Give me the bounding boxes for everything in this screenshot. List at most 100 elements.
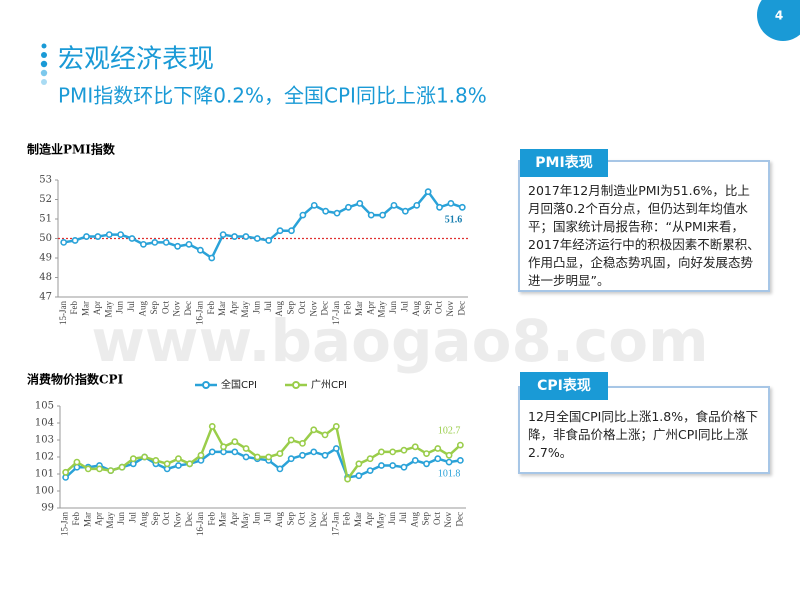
- x-tick-label: 15-Jan: [58, 301, 68, 325]
- x-tick-label: May: [375, 512, 385, 529]
- data-point: [456, 456, 464, 464]
- data-point: [356, 199, 364, 207]
- data-point: [117, 231, 125, 238]
- data-point: [186, 460, 194, 468]
- data-point: [105, 231, 113, 238]
- x-tick-label: May: [240, 301, 250, 318]
- data-point: [141, 453, 148, 461]
- data-point: [197, 451, 205, 459]
- x-tick-label: Sep: [149, 301, 159, 315]
- x-tick-label: Oct: [161, 512, 171, 525]
- data-point: [287, 436, 295, 444]
- x-tick-label: Mar: [82, 512, 92, 527]
- data-point: [400, 446, 408, 454]
- x-tick-label: Nov: [308, 512, 318, 528]
- data-point: [140, 240, 147, 248]
- x-tick-label: Apr: [92, 301, 102, 315]
- x-tick-label: Jun: [115, 301, 125, 314]
- data-point: [299, 451, 306, 459]
- x-tick-label: Oct: [297, 301, 307, 314]
- x-tick-label: Mar: [81, 301, 91, 316]
- x-tick-label: Oct: [160, 301, 170, 314]
- data-point: [253, 235, 261, 242]
- title-decoration: [40, 43, 48, 85]
- x-tick-label: Nov: [445, 301, 455, 317]
- data-point: [299, 439, 306, 447]
- data-point: [96, 465, 103, 473]
- data-label: 51.6: [445, 215, 463, 226]
- x-tick-label: Feb: [206, 301, 216, 315]
- data-point: [175, 462, 182, 469]
- data-point: [366, 455, 374, 463]
- x-tick-label: Sep: [421, 512, 431, 526]
- data-point: [411, 443, 419, 451]
- data-point: [344, 475, 351, 483]
- x-tick-label: Jul: [399, 301, 409, 312]
- box-title: PMI表现: [520, 149, 608, 177]
- data-point: [423, 450, 430, 457]
- data-point: [231, 448, 239, 456]
- data-label: 102.7: [438, 425, 461, 436]
- x-tick-label: Mar: [353, 512, 363, 527]
- data-point: [129, 455, 137, 463]
- y-tick-label: 52: [39, 194, 52, 205]
- x-tick-label: Oct: [297, 512, 307, 525]
- data-point: [424, 188, 432, 196]
- data-point: [276, 450, 284, 457]
- x-tick-label: 16-Jan: [195, 512, 205, 536]
- x-tick-label: Jul: [127, 512, 137, 523]
- data-point: [242, 233, 250, 240]
- x-tick-label: Aug: [137, 301, 147, 317]
- chart-title: 制造业PMI指数: [27, 142, 116, 157]
- box-title: CPI表现: [520, 372, 608, 400]
- x-tick-label: Mar: [354, 301, 364, 316]
- data-point: [434, 455, 442, 463]
- data-point: [411, 456, 419, 464]
- x-tick-label: Nov: [443, 512, 453, 528]
- x-tick-label: 16-Jan: [194, 301, 204, 325]
- chart-title: 消费物价指数CPI: [27, 372, 124, 387]
- x-tick-label: Apr: [229, 301, 239, 315]
- data-point: [367, 211, 375, 219]
- data-point: [445, 458, 453, 466]
- y-tick-label: 102: [35, 452, 54, 463]
- x-tick-label: Jul: [263, 301, 273, 312]
- data-point: [265, 237, 273, 244]
- slide-title: 宏观经济表现: [58, 45, 214, 75]
- x-tick-label: Feb: [342, 512, 352, 526]
- x-tick-label: Jun: [387, 512, 397, 525]
- x-tick-label: Feb: [342, 301, 352, 315]
- x-tick-label: Mar: [217, 301, 227, 316]
- legend-label: 广州CPI: [311, 379, 347, 391]
- x-tick-label: Dec: [454, 512, 464, 527]
- data-point: [423, 460, 430, 468]
- x-tick-label: Sep: [150, 512, 160, 526]
- x-tick-label: Sep: [286, 301, 296, 315]
- box-text: 2017年12月制造业PMI为51.6%，比上月回落0.2个百分点，但仍达到年均…: [518, 160, 770, 292]
- data-point: [242, 453, 250, 461]
- y-tick-label: 101: [35, 469, 54, 480]
- data-point: [310, 426, 318, 434]
- data-point: [345, 203, 352, 211]
- data-point: [242, 445, 250, 452]
- x-tick-label: Jun: [116, 512, 126, 525]
- x-tick-label: May: [103, 301, 113, 318]
- y-tick-label: 103: [35, 435, 54, 446]
- data-point: [276, 227, 284, 235]
- x-tick-label: May: [377, 301, 387, 318]
- data-point: [196, 246, 204, 254]
- y-tick-label: 51: [39, 214, 52, 225]
- data-point: [152, 456, 160, 464]
- x-tick-label: May: [240, 512, 250, 529]
- data-point: [366, 467, 374, 474]
- x-tick-label: 17-Jan: [331, 301, 341, 325]
- data-point: [310, 448, 318, 456]
- data-point: [389, 462, 397, 469]
- page-number: 4: [775, 9, 783, 23]
- y-tick-label: 49: [39, 253, 52, 264]
- data-point: [60, 238, 68, 246]
- data-point: [310, 201, 318, 209]
- x-tick-label: Dec: [320, 301, 330, 316]
- data-point: [378, 462, 385, 469]
- x-tick-label: Dec: [184, 512, 194, 527]
